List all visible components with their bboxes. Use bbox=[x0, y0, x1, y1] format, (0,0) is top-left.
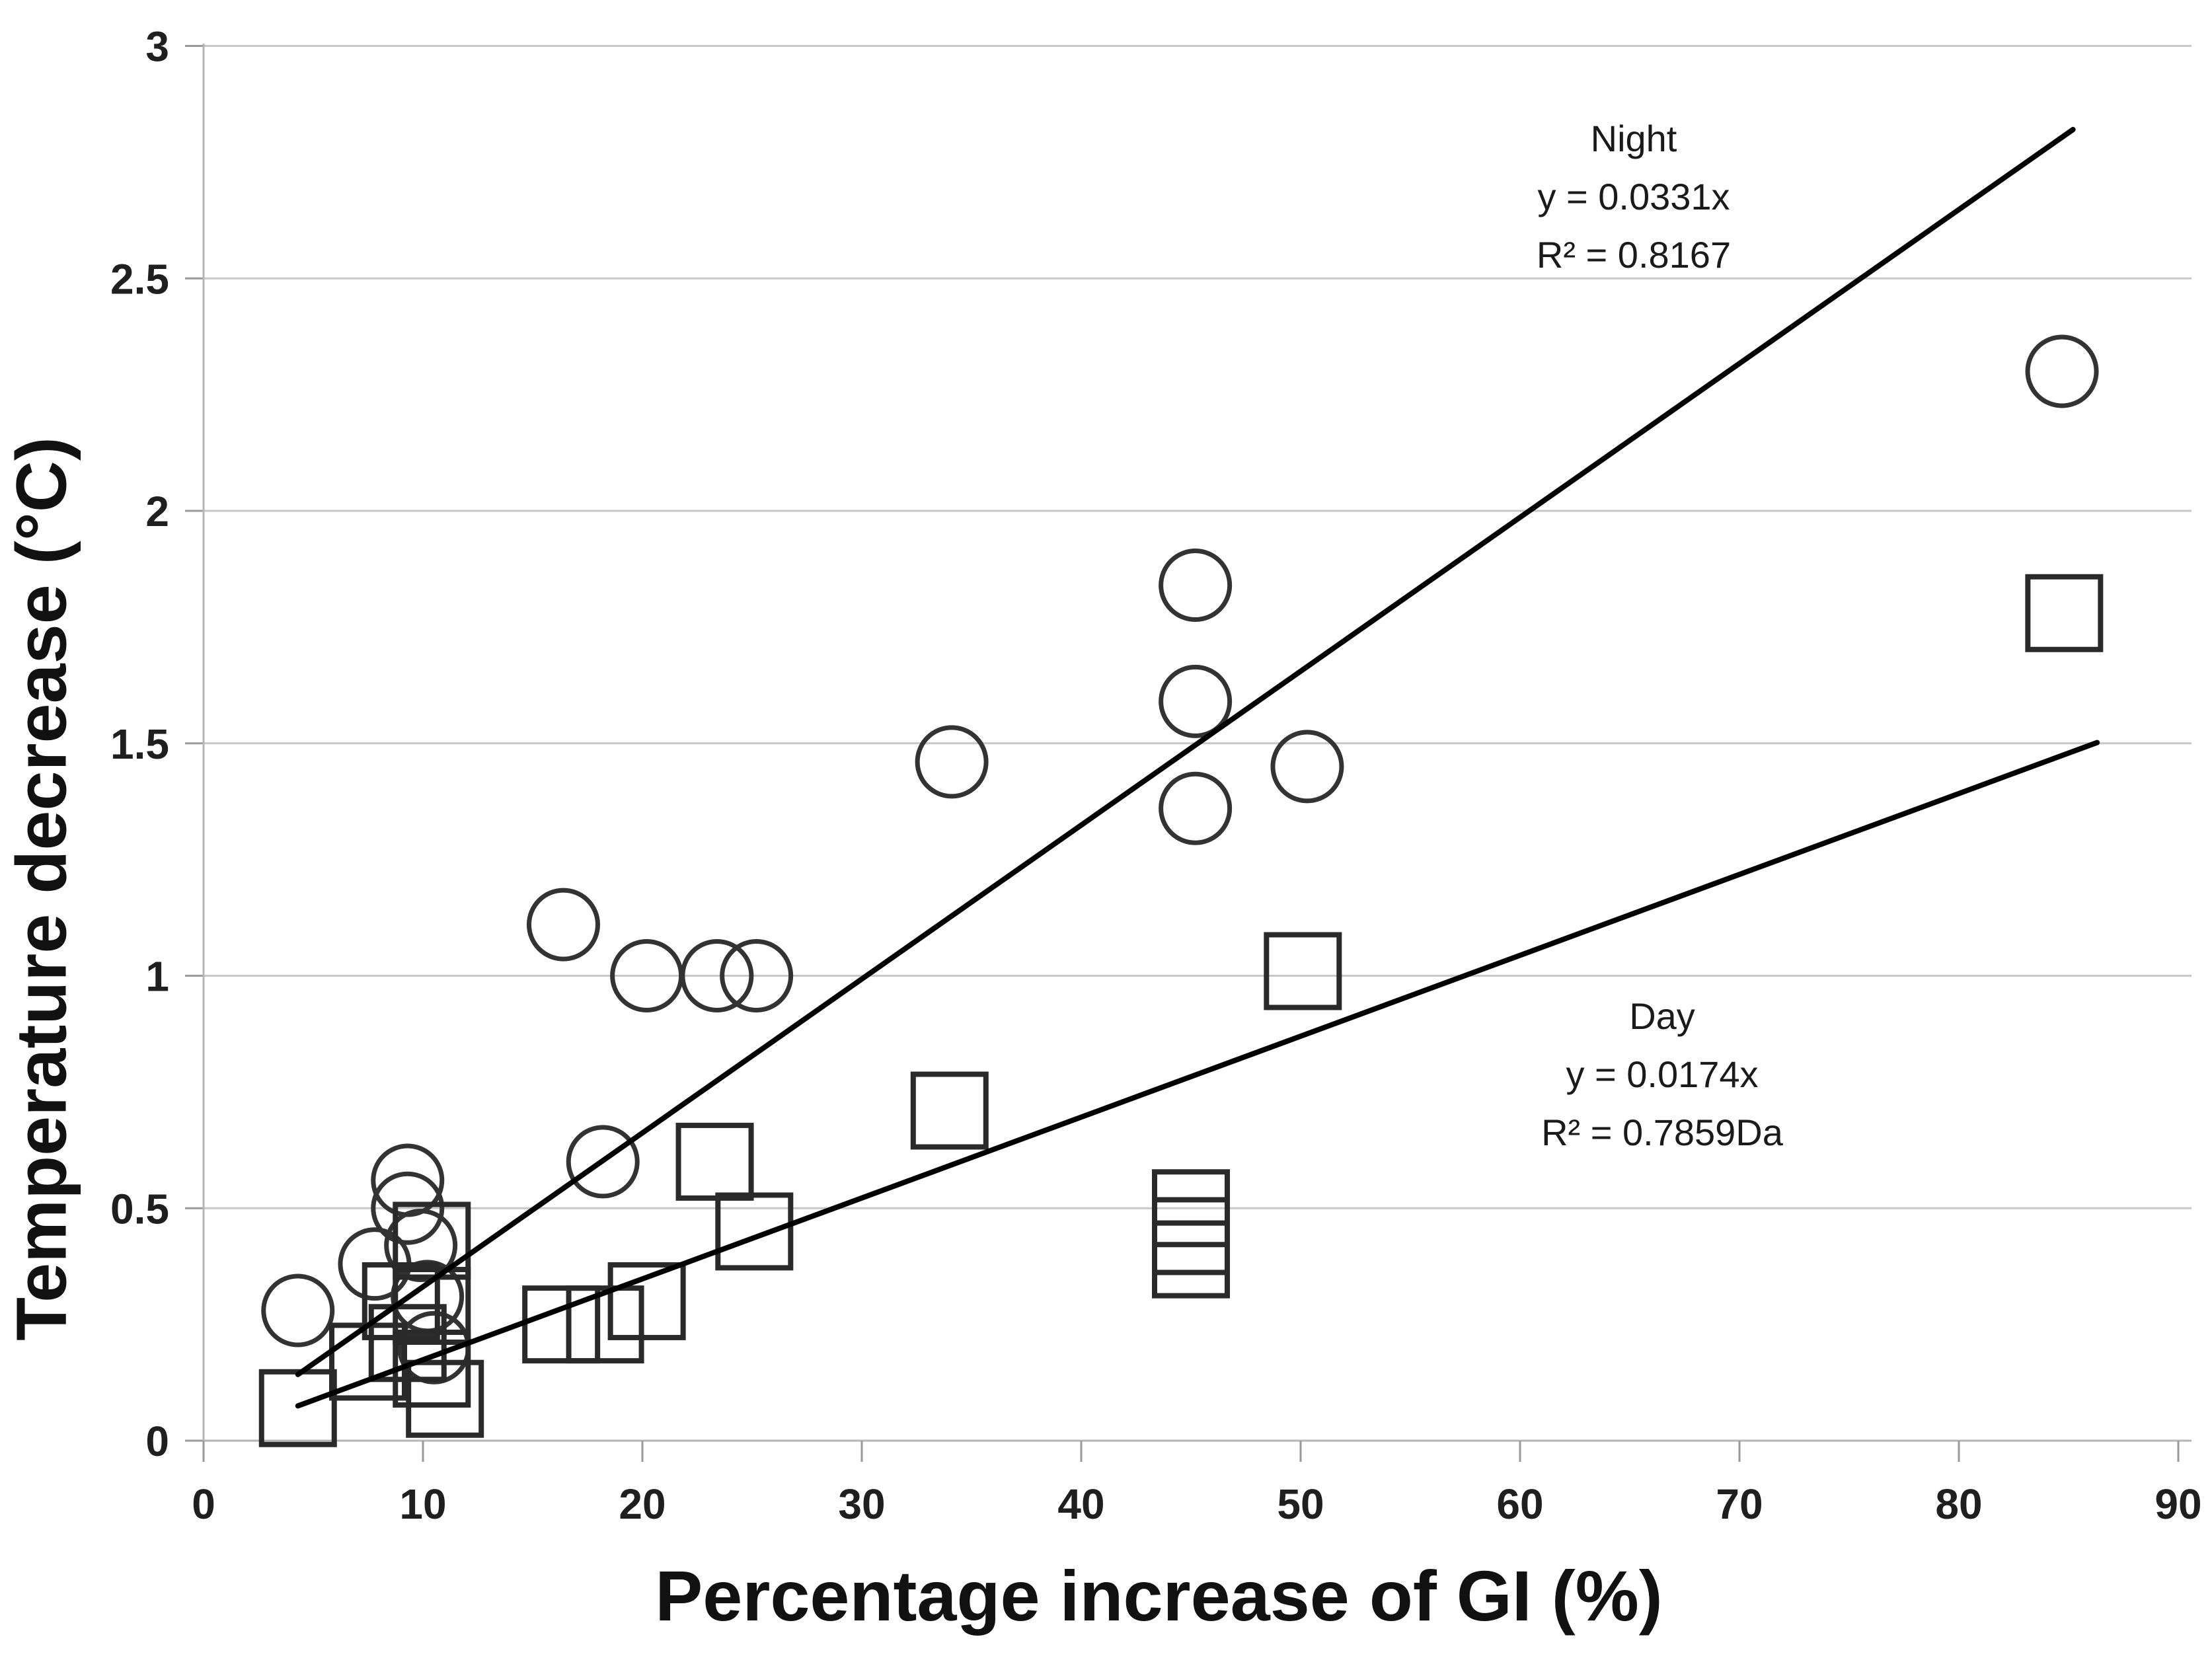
day-trendline-annotation: Day y = 0.0174x R² = 0.7859Da bbox=[1451, 987, 1874, 1162]
day-data-point bbox=[675, 1122, 754, 1201]
day-data-point bbox=[607, 1262, 686, 1340]
night-data-point bbox=[2025, 334, 2099, 408]
night-data-point bbox=[1159, 549, 1233, 623]
x-tick-label: 0 bbox=[192, 1480, 215, 1528]
night-data-point bbox=[1159, 771, 1233, 845]
day-data-point bbox=[566, 1285, 644, 1364]
x-tick-label: 40 bbox=[1057, 1480, 1104, 1528]
night-data-point bbox=[526, 888, 600, 962]
day-series-label: Day bbox=[1629, 995, 1695, 1037]
y-tick-label: 0 bbox=[145, 1418, 169, 1465]
day-data-point bbox=[1152, 1197, 1230, 1275]
night-data-point bbox=[261, 1273, 335, 1347]
night-equation-label: y = 0.0331x bbox=[1537, 176, 1730, 217]
x-axis-title: Percentage increase of GI (%) bbox=[655, 1556, 1663, 1636]
night-data-point bbox=[915, 725, 989, 799]
night-data-point bbox=[720, 939, 794, 1012]
day-data-point bbox=[406, 1359, 484, 1438]
night-data-point bbox=[680, 939, 754, 1012]
y-axis-title: Temperature decrease (°C) bbox=[1, 437, 81, 1341]
x-tick-label: 50 bbox=[1277, 1480, 1324, 1528]
day-data-point bbox=[1152, 1220, 1230, 1299]
x-tick-label: 60 bbox=[1496, 1480, 1543, 1528]
night-data-point bbox=[566, 1125, 640, 1199]
x-tick-label: 80 bbox=[1935, 1480, 1982, 1528]
x-tick-label: 70 bbox=[1716, 1480, 1763, 1528]
night-data-point bbox=[371, 1171, 445, 1245]
x-tick-label: 10 bbox=[399, 1480, 446, 1528]
night-data-point bbox=[1270, 730, 1344, 804]
day-data-point bbox=[2025, 574, 2104, 652]
day-r-squared-label: R² = 0.7859Da bbox=[1541, 1112, 1783, 1153]
night-data-point bbox=[384, 1209, 458, 1283]
y-tick-label: 0.5 bbox=[110, 1185, 169, 1233]
day-data-point bbox=[393, 1201, 471, 1280]
y-tick-label: 1 bbox=[145, 953, 169, 1001]
y-tick-label: 1.5 bbox=[110, 720, 169, 768]
x-tick-label: 20 bbox=[619, 1480, 666, 1528]
day-data-point bbox=[910, 1071, 989, 1150]
day-data-point bbox=[362, 1262, 440, 1340]
day-data-point bbox=[1264, 932, 1342, 1010]
x-tick-label: 30 bbox=[838, 1480, 885, 1528]
y-tick-label: 3 bbox=[145, 23, 169, 71]
x-tick-label: 90 bbox=[2155, 1480, 2201, 1528]
day-data-point bbox=[715, 1192, 794, 1271]
day-trendline bbox=[295, 740, 2100, 1409]
y-tick-label: 2.5 bbox=[110, 255, 169, 303]
night-series-label: Night bbox=[1590, 118, 1677, 159]
night-trendline bbox=[295, 127, 2076, 1377]
night-trendline-annotation: Night y = 0.0331x R² = 0.8167 bbox=[1422, 110, 1845, 284]
night-r-squared-label: R² = 0.8167 bbox=[1536, 234, 1732, 276]
night-data-point bbox=[1159, 664, 1233, 738]
day-equation-label: y = 0.0174x bbox=[1566, 1053, 1759, 1095]
y-tick-label: 2 bbox=[145, 488, 169, 535]
